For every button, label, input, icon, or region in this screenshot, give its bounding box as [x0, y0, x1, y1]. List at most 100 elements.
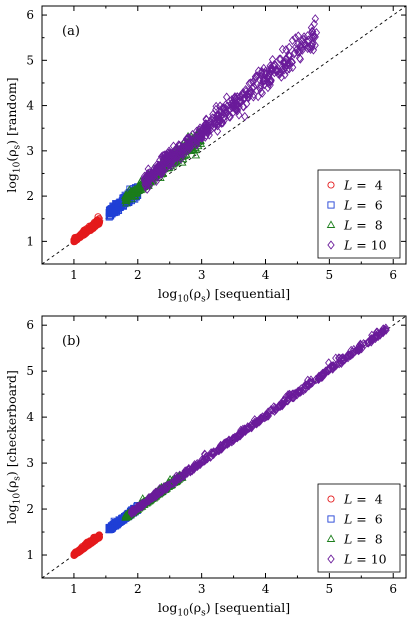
point-l10	[354, 344, 363, 354]
point-l10	[193, 129, 202, 139]
point-l10	[253, 71, 261, 81]
panel-label: (b)	[62, 334, 80, 349]
legend-entry: L = 10	[343, 552, 387, 567]
x-tick-label: 2	[134, 582, 142, 596]
x-tick-label: 5	[326, 582, 334, 596]
point-l10	[282, 45, 290, 55]
point-l10	[300, 32, 308, 42]
legend: L = 4 L = 6 L = 8 L = 10	[317, 483, 401, 573]
point-l4	[75, 547, 83, 555]
legend-marker-l10	[327, 554, 335, 564]
legend-entry: L = 4	[343, 178, 383, 193]
point-l10	[332, 361, 340, 371]
point-l10	[368, 330, 376, 340]
point-l10	[309, 31, 317, 42]
point-l10	[181, 466, 189, 476]
point-l10	[374, 329, 382, 339]
point-l8	[132, 186, 142, 194]
point-l10	[151, 165, 159, 176]
point-l10	[260, 413, 268, 423]
point-l10	[244, 88, 253, 99]
point-l10	[239, 102, 248, 112]
point-l8	[191, 144, 201, 153]
point-l10	[325, 358, 333, 368]
point-l10	[160, 484, 168, 494]
point-l10	[347, 350, 355, 360]
point-l10	[199, 455, 207, 466]
point-l10	[153, 489, 162, 499]
point-l10	[178, 148, 186, 158]
point-l10	[169, 478, 177, 489]
point-l10	[262, 412, 270, 422]
point-l10	[143, 175, 151, 186]
panel-b-checkerboard: 1 2 3 4 5 6 1 2 3 4 5 6 (b) log10(ρs) [sequential] log…	[4, 315, 407, 619]
y-tick-label: 1	[26, 548, 34, 562]
x-tick-label: 6	[389, 268, 397, 282]
point-l10	[276, 69, 284, 79]
legend-marker-l8	[326, 220, 336, 228]
x-tick-label: 3	[198, 582, 206, 596]
point-l8	[131, 186, 140, 195]
point-l10	[204, 125, 212, 135]
point-l10	[198, 133, 206, 143]
point-l10	[285, 42, 293, 53]
point-l10	[321, 369, 329, 379]
point-l10	[228, 95, 236, 105]
point-l10	[222, 438, 230, 448]
point-l10	[149, 492, 157, 503]
point-l10	[283, 396, 291, 406]
y-axis-label: log10(ρs) [checkerboard]	[4, 370, 23, 524]
point-l10	[277, 72, 286, 82]
point-l10	[193, 135, 202, 145]
point-l6	[105, 213, 113, 221]
point-l10	[368, 335, 377, 345]
point-l10	[290, 392, 298, 403]
point-l10	[293, 44, 301, 54]
scatter-points	[70, 323, 390, 559]
point-l10	[368, 334, 377, 344]
point-l10	[229, 97, 237, 107]
point-l10	[283, 65, 291, 75]
point-l10	[337, 358, 346, 368]
legend-entry: L = 6	[343, 198, 383, 213]
point-l10	[172, 475, 180, 485]
point-l10	[171, 157, 179, 168]
y-tick-label: 3	[26, 456, 34, 470]
point-l10	[245, 423, 254, 433]
point-l10	[219, 118, 227, 128]
point-l10	[142, 177, 150, 188]
point-l10	[268, 63, 277, 74]
x-tick-label: 1	[70, 268, 78, 282]
point-l10	[311, 14, 319, 24]
point-l10	[288, 62, 297, 72]
point-l10	[296, 42, 304, 52]
point-l6	[109, 521, 117, 529]
point-l10	[233, 432, 241, 443]
point-l8	[122, 511, 132, 520]
point-l10	[176, 148, 184, 159]
point-l10	[303, 31, 312, 41]
point-l10	[301, 41, 309, 51]
point-l4	[81, 541, 89, 549]
point-l8	[123, 191, 132, 199]
point-l10	[193, 460, 202, 471]
point-l10	[308, 39, 317, 49]
point-l10	[258, 68, 266, 78]
point-l10	[220, 106, 228, 117]
point-l10	[280, 65, 288, 75]
legend-entry: L = 8	[343, 218, 383, 233]
x-axis-label: log10(ρs) [sequential]	[158, 600, 290, 619]
point-l10	[364, 338, 373, 348]
point-l10	[201, 449, 209, 459]
point-l10	[310, 19, 318, 29]
point-l10	[306, 377, 315, 387]
x-tick-label: 2	[134, 268, 142, 282]
point-l10	[309, 45, 318, 55]
point-l10	[295, 386, 303, 396]
point-l10	[252, 71, 260, 81]
point-l10	[284, 390, 292, 400]
x-tick-label: 1	[70, 582, 78, 596]
point-l10	[177, 471, 185, 482]
point-l10	[346, 350, 354, 361]
point-l10	[131, 504, 139, 515]
